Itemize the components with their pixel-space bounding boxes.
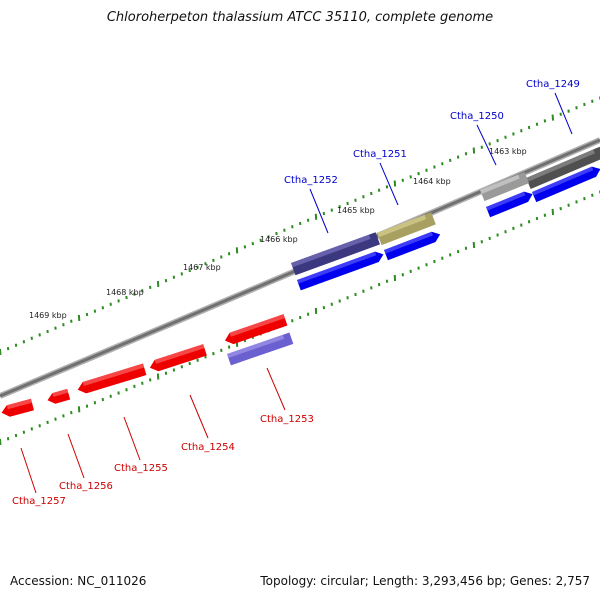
- gene-label-ctha-1252[interactable]: Ctha_1252: [284, 175, 338, 186]
- leader-ctha-1250: [476, 124, 497, 166]
- cds-arrow-ctha-1252-body: [297, 251, 384, 291]
- cds-arrow-ctha-1251-body: [384, 231, 441, 261]
- cds-arrow-ctha-1257[interactable]: [0, 398, 35, 419]
- forward-gene-labels: Ctha_1249 Ctha_1250 Ctha_1251 Ctha_1252: [284, 79, 580, 186]
- ruler-label-1466: 1466 kbp: [260, 235, 298, 244]
- cds-arrow-ctha-1255-highlight: [82, 363, 145, 386]
- cds-arrow-ctha-1254-highlight: [154, 344, 205, 364]
- gene-arrow-ctha-1252[interactable]: [291, 232, 381, 276]
- gene-label-ctha-1253[interactable]: Ctha_1253: [260, 414, 314, 425]
- tick-layer: [0, 96, 600, 446]
- gene-label-ctha-1250[interactable]: Ctha_1250: [450, 111, 504, 122]
- gene-label-ctha-1257[interactable]: Ctha_1257: [12, 496, 66, 507]
- gene-arrow-ctha-1249[interactable]: [526, 146, 600, 190]
- cds-arrow-ctha-1253[interactable]: [223, 314, 288, 346]
- cds-arrow-ctha-1250[interactable]: [486, 189, 535, 218]
- feature-layer: [0, 146, 600, 419]
- gene-leader-lines: [20, 92, 573, 494]
- reverse-gene-labels: Ctha_1253 Ctha_1254 Ctha_1255 Ctha_1256 …: [12, 414, 314, 507]
- leader-ctha-1255: [123, 416, 141, 461]
- gene-label-ctha-1256[interactable]: Ctha_1256: [59, 481, 113, 492]
- cds-arrow-ctha-1252[interactable]: [297, 249, 385, 291]
- gene-arrow-ctha-1253-highlight: [227, 334, 285, 358]
- ruler-label-1468: 1468 kbp: [106, 288, 144, 297]
- cds-arrow-ctha-1253-highlight: [229, 314, 285, 337]
- leader-ctha-1249: [554, 92, 573, 135]
- gene-arrow-ctha-1249-highlight: [526, 149, 595, 182]
- cds-arrow-ctha-1251-highlight: [384, 231, 433, 254]
- cds-arrow-ctha-1256[interactable]: [46, 388, 71, 406]
- cds-arrow-ctha-1256-highlight: [52, 388, 69, 397]
- ruler-label-1467: 1467 kbp: [183, 263, 221, 272]
- gene-arrow-ctha-1251[interactable]: [377, 212, 436, 246]
- gene-label-ctha-1251[interactable]: Ctha_1251: [353, 149, 407, 160]
- cds-arrow-ctha-1251[interactable]: [384, 229, 442, 261]
- gene-label-ctha-1249[interactable]: Ctha_1249: [526, 79, 580, 90]
- leader-ctha-1257: [20, 447, 37, 494]
- ruler-label-1464: 1464 kbp: [413, 177, 451, 186]
- cds-arrow-ctha-1250-body: [486, 191, 533, 218]
- gene-arrow-ctha-1250-highlight: [480, 174, 520, 194]
- cds-arrow-ctha-1250-highlight: [486, 191, 526, 211]
- cds-arrow-ctha-1249-highlight: [532, 166, 594, 196]
- cds-arrow-ctha-1254[interactable]: [148, 344, 207, 373]
- ruler-label-1463: 1463 kbp: [489, 147, 527, 156]
- leader-ctha-1253: [266, 367, 286, 411]
- gene-arrow-ctha-1250[interactable]: [480, 172, 530, 202]
- gene-arrow-ctha-1253[interactable]: [227, 332, 294, 366]
- leader-ctha-1251: [379, 162, 399, 206]
- ruler-label-1469: 1469 kbp: [29, 311, 67, 320]
- leader-ctha-1252: [309, 188, 329, 234]
- cds-arrow-ctha-1255[interactable]: [76, 363, 147, 396]
- leader-ctha-1256: [67, 433, 85, 479]
- cds-arrow-ctha-1252-highlight: [297, 251, 377, 284]
- accession-text: Accession: NC_011026: [10, 574, 147, 588]
- cds-arrow-ctha-1257-highlight: [6, 398, 32, 410]
- gene-label-ctha-1255[interactable]: Ctha_1255: [114, 463, 168, 474]
- ruler-label-1465: 1465 kbp: [337, 206, 375, 215]
- genome-summary-text: Topology: circular; Length: 3,293,456 bp…: [260, 574, 590, 588]
- gene-arrow-ctha-1252-highlight: [291, 234, 371, 268]
- cds-arrow-ctha-1249[interactable]: [532, 164, 600, 203]
- ruler-labels: 1463 kbp 1464 kbp 1465 kbp 1466 kbp 1467…: [29, 147, 527, 320]
- map-title: Chloroherpeton thalassium ATCC 35110, co…: [106, 10, 494, 25]
- leader-ctha-1254: [189, 394, 209, 439]
- cds-arrow-ctha-1249-body: [532, 166, 600, 203]
- gene-arrow-ctha-1251-highlight: [377, 214, 427, 238]
- gene-label-ctha-1254[interactable]: Ctha_1254: [181, 442, 235, 453]
